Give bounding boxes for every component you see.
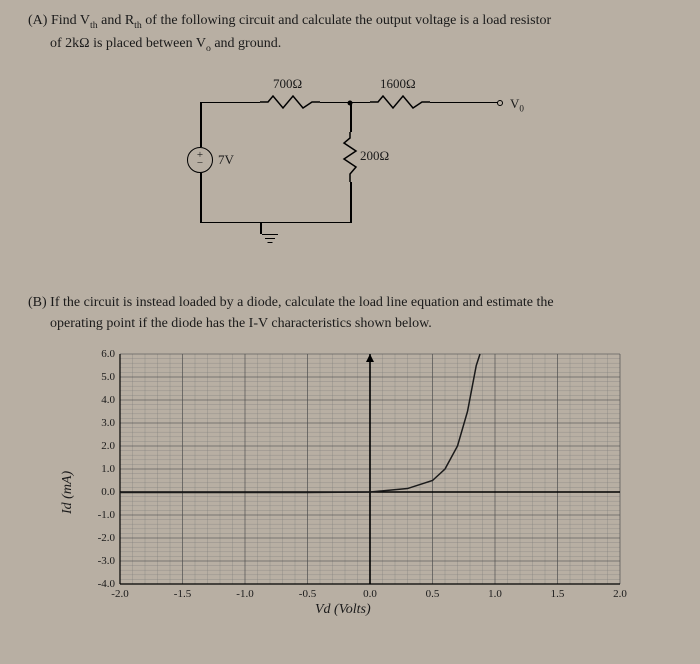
ytick-label: 1.0: [85, 463, 115, 475]
chart-svg: [80, 344, 640, 624]
xtick-label: 1.5: [543, 588, 573, 600]
ytick-label: -3.0: [85, 555, 115, 567]
resistor-r2: [370, 94, 430, 110]
part-a-l2a: of 2kΩ is placed between V: [50, 36, 206, 51]
part-a-t3: of the following circuit and calculate t…: [142, 13, 551, 28]
r1-label: 700Ω: [273, 76, 302, 92]
part-b-prefix: (B): [28, 295, 47, 310]
xtick-label: -1.0: [230, 588, 260, 600]
part-a-s2: th: [134, 20, 142, 31]
part-a-text: (A) Find Vth and Rth of the following ci…: [20, 10, 680, 57]
ytick-label: 5.0: [85, 371, 115, 383]
xtick-label: 0.5: [418, 588, 448, 600]
xtick-label: 1.0: [480, 588, 510, 600]
ytick-label: -2.0: [85, 532, 115, 544]
xtick-label: -0.5: [293, 588, 323, 600]
circuit-diagram: 700Ω 1600Ω V0 +− 7V 200Ω: [160, 72, 540, 272]
part-a-t1: Find V: [51, 13, 90, 28]
r2-label: 1600Ω: [380, 76, 416, 92]
part-b-text: (B) If the circuit is instead loaded by …: [20, 292, 680, 334]
vsrc-label: 7V: [218, 152, 234, 168]
part-a-l2b: and ground.: [211, 36, 281, 51]
xlabel: Vd (Volts): [315, 602, 371, 618]
ytick-label: -1.0: [85, 509, 115, 521]
part-a-t2: and R: [98, 13, 135, 28]
vo-node: [497, 100, 503, 106]
ytick-label: 3.0: [85, 417, 115, 429]
part-b-l2: operating point if the diode has the I-V…: [50, 316, 432, 331]
ytick-label: 6.0: [85, 348, 115, 360]
part-a-s1: th: [90, 20, 98, 31]
part-b-t1: If the circuit is instead loaded by a di…: [50, 295, 553, 310]
ytick-label: 0.0: [85, 486, 115, 498]
ytick-label: 4.0: [85, 394, 115, 406]
part-a-prefix: (A): [28, 13, 47, 28]
xtick-label: 0.0: [355, 588, 385, 600]
vo-label: V0: [510, 96, 524, 114]
xtick-label: -1.5: [168, 588, 198, 600]
voltage-source: +−: [187, 147, 213, 173]
iv-chart: Id (mA) Vd (Volts) 6.05.04.03.02.01.00.0…: [80, 344, 640, 624]
resistor-r1: [260, 94, 320, 110]
ylabel: Id (mA): [60, 471, 76, 514]
xtick-label: 2.0: [605, 588, 635, 600]
ytick-label: 2.0: [85, 440, 115, 452]
resistor-r3: [342, 132, 358, 182]
xtick-label: -2.0: [105, 588, 135, 600]
r3-label: 200Ω: [360, 148, 389, 164]
